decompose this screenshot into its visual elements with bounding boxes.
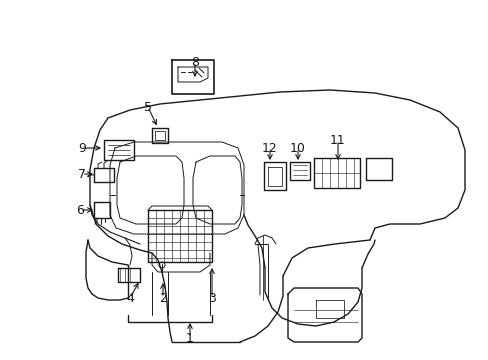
Text: 8: 8 xyxy=(191,55,199,68)
Text: 6: 6 xyxy=(76,203,84,216)
Text: 10: 10 xyxy=(289,141,305,154)
Text: 5: 5 xyxy=(143,100,152,113)
Text: 4: 4 xyxy=(126,292,134,305)
Text: 7: 7 xyxy=(78,167,86,180)
Text: 9: 9 xyxy=(78,141,86,154)
Text: 3: 3 xyxy=(207,292,216,305)
Text: 1: 1 xyxy=(185,332,194,345)
Text: 2: 2 xyxy=(159,292,166,305)
Text: 12: 12 xyxy=(262,141,277,154)
Text: 11: 11 xyxy=(329,134,345,147)
